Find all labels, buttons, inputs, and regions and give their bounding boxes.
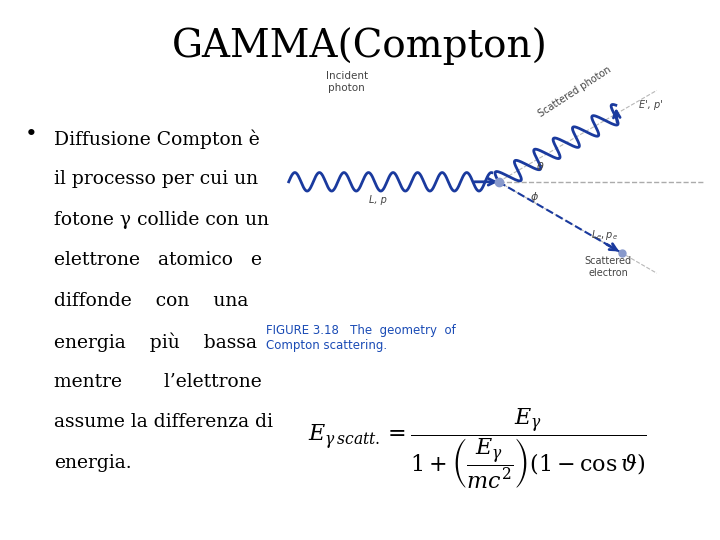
Text: Diffusione Compton è: Diffusione Compton è bbox=[54, 130, 260, 149]
Text: Incident
photon: Incident photon bbox=[325, 71, 368, 93]
Text: $L_{e}, p_e$: $L_{e}, p_e$ bbox=[591, 227, 618, 241]
Text: GAMMA(Compton): GAMMA(Compton) bbox=[172, 27, 548, 65]
Text: fotone γ collide con un: fotone γ collide con un bbox=[54, 211, 269, 228]
Text: FIGURE 3.18   The  geometry  of
Compton scattering.: FIGURE 3.18 The geometry of Compton scat… bbox=[266, 324, 456, 352]
Text: mentre       l’elettrone: mentre l’elettrone bbox=[54, 373, 262, 390]
Text: assume la differenza di: assume la differenza di bbox=[54, 413, 273, 431]
Text: E', p': E', p' bbox=[639, 100, 663, 110]
Text: diffonde    con    una: diffonde con una bbox=[54, 292, 248, 309]
Text: elettrone   atomico   e: elettrone atomico e bbox=[54, 251, 262, 269]
Text: L, p: L, p bbox=[369, 195, 387, 205]
Text: $\theta$: $\theta$ bbox=[536, 160, 545, 172]
Text: energia    più    bassa: energia più bassa bbox=[54, 332, 257, 352]
Text: $\phi$: $\phi$ bbox=[530, 190, 539, 204]
Text: Scattered photon: Scattered photon bbox=[537, 64, 613, 119]
Text: il processo per cui un: il processo per cui un bbox=[54, 170, 258, 188]
Text: •: • bbox=[25, 124, 38, 144]
Text: energia.: energia. bbox=[54, 454, 132, 471]
Text: Scattered
electron: Scattered electron bbox=[585, 256, 632, 278]
Text: $E_{\gamma\,scatt.} = \dfrac{E_{\gamma}}{1+\left(\dfrac{E_{\gamma}}{mc^2}\right): $E_{\gamma\,scatt.} = \dfrac{E_{\gamma}}… bbox=[308, 407, 647, 491]
